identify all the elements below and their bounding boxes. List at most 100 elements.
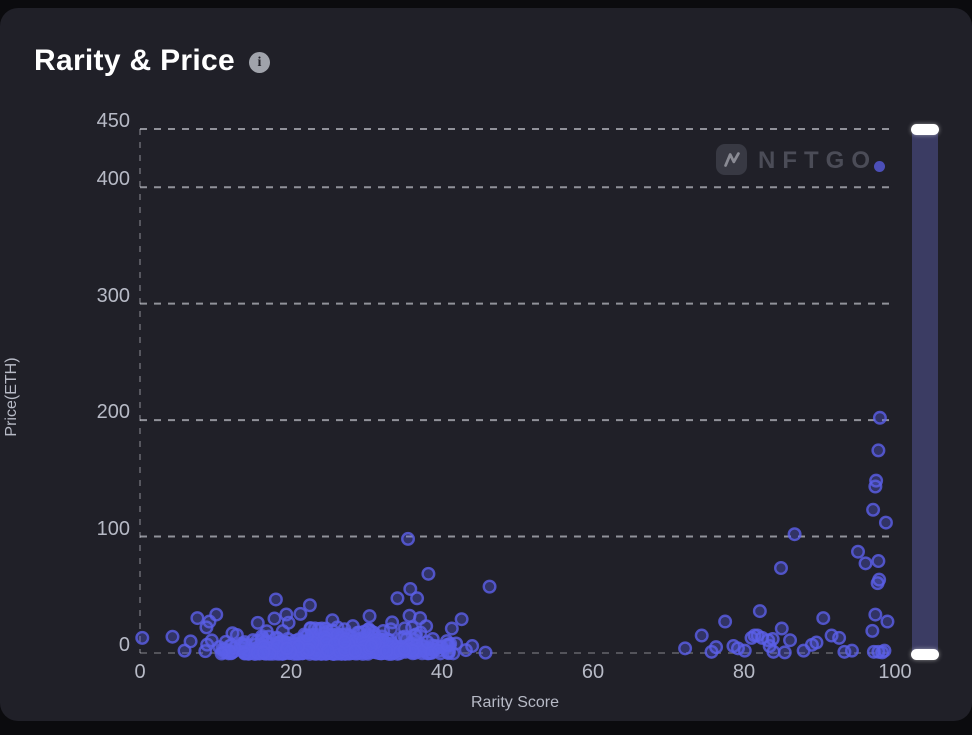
scatter-point bbox=[259, 624, 274, 639]
scatter-point bbox=[420, 635, 435, 650]
scatter-point bbox=[190, 611, 205, 626]
scatter-point bbox=[300, 628, 315, 643]
scatter-point bbox=[200, 637, 215, 652]
scatter-point bbox=[783, 633, 798, 648]
scatter-point bbox=[832, 630, 847, 645]
scatter-point bbox=[267, 611, 282, 626]
scatter-point bbox=[694, 628, 709, 643]
scatter-plot bbox=[135, 128, 895, 661]
scatter-point bbox=[871, 554, 886, 569]
nftgo-brand-text: NFTGO bbox=[758, 147, 877, 174]
scatter-point bbox=[773, 560, 788, 575]
info-icon[interactable]: i bbox=[248, 52, 270, 73]
scatter-point bbox=[337, 635, 352, 650]
scatter-point bbox=[454, 612, 469, 627]
x-tick-label-80: 80 bbox=[732, 661, 756, 683]
scatter-point bbox=[865, 623, 880, 638]
scatter-point bbox=[752, 604, 767, 619]
scatter-point bbox=[787, 527, 802, 542]
scatter-point bbox=[444, 621, 459, 636]
slider-handle-bottom[interactable] bbox=[911, 649, 939, 660]
scatter-point bbox=[218, 634, 233, 649]
nftgo-logo-icon bbox=[716, 144, 747, 175]
scatter-point bbox=[390, 591, 405, 606]
scatter-point bbox=[766, 644, 781, 659]
rarity-price-card: Rarity & Price i NFTGO Price(ETH) Rarity… bbox=[0, 8, 972, 721]
slider-handle-top[interactable] bbox=[911, 124, 939, 135]
scatter-point bbox=[844, 643, 859, 658]
scatter-point bbox=[380, 632, 395, 647]
scatter-point bbox=[478, 645, 493, 660]
scatter-point bbox=[293, 606, 308, 621]
scatter-point bbox=[320, 643, 335, 658]
x-tick-label-60: 60 bbox=[581, 661, 605, 683]
scatter-point bbox=[419, 619, 434, 634]
scatter-point bbox=[880, 614, 895, 629]
scatter-point bbox=[250, 615, 265, 630]
scatter-point bbox=[482, 579, 497, 594]
scatter-point bbox=[851, 544, 866, 559]
scatter-point bbox=[410, 591, 425, 606]
scatter-point bbox=[877, 643, 892, 658]
scatter-point bbox=[279, 641, 294, 656]
scatter-point bbox=[209, 607, 224, 622]
x-tick-label-0: 0 bbox=[134, 661, 146, 683]
scatter-point bbox=[809, 635, 824, 650]
scatter-point bbox=[256, 645, 271, 660]
scatter-point bbox=[281, 615, 296, 630]
y-tick-label-400: 400 bbox=[96, 168, 130, 191]
scatter-point bbox=[325, 613, 340, 628]
scatter-point bbox=[403, 581, 418, 596]
price-range-slider[interactable] bbox=[911, 120, 939, 660]
x-axis-title: Rarity Score bbox=[470, 694, 560, 711]
chart-title: Rarity & Price bbox=[34, 44, 235, 77]
scatter-point bbox=[878, 515, 893, 530]
scatter-point bbox=[872, 572, 887, 587]
slider-track[interactable] bbox=[912, 128, 938, 656]
scatter-point bbox=[816, 611, 831, 626]
scatter-point bbox=[774, 621, 789, 636]
scatter-point bbox=[678, 641, 693, 656]
scatter-point bbox=[440, 637, 455, 652]
y-tick-label-0: 0 bbox=[118, 634, 130, 656]
scatter-point bbox=[135, 630, 150, 645]
scatter-point bbox=[866, 502, 881, 517]
scatter-point bbox=[268, 592, 283, 607]
scatter-point bbox=[465, 639, 480, 654]
y-tick-label-100: 100 bbox=[96, 517, 130, 540]
y-tick-label-200: 200 bbox=[96, 401, 130, 424]
y-tick-label-300: 300 bbox=[96, 284, 130, 307]
scatter-point bbox=[401, 531, 416, 546]
scatter-point bbox=[718, 614, 733, 629]
scatter-point bbox=[214, 646, 229, 661]
scatter-point bbox=[737, 643, 752, 658]
scatter-point bbox=[858, 556, 873, 571]
scatter-point bbox=[868, 607, 883, 622]
scatter-point bbox=[421, 566, 436, 581]
scatter-point bbox=[397, 642, 412, 657]
scatter-point bbox=[394, 630, 409, 645]
nftgo-watermark: NFTGO bbox=[716, 144, 898, 178]
scatter-point bbox=[872, 410, 887, 425]
scatter-point bbox=[777, 645, 792, 660]
x-tick-label-40: 40 bbox=[430, 661, 454, 683]
scatter-point bbox=[165, 629, 180, 644]
scatter-point bbox=[408, 627, 423, 642]
scatter-point bbox=[869, 473, 884, 488]
scatter-point bbox=[345, 619, 360, 634]
scatter-point bbox=[871, 443, 886, 458]
scatter-point bbox=[362, 609, 377, 624]
y-tick-label-450: 450 bbox=[96, 110, 130, 133]
scatter-point bbox=[379, 644, 394, 659]
scatter-point bbox=[364, 639, 379, 654]
scatter-point bbox=[765, 632, 780, 647]
scatter-point bbox=[348, 644, 363, 659]
scatter-point bbox=[709, 640, 724, 655]
card-header: Rarity & Price i bbox=[34, 44, 270, 78]
scatter-point bbox=[183, 634, 198, 649]
scatter-point bbox=[357, 624, 372, 639]
nftgo-logo-dot bbox=[874, 161, 885, 172]
scatter-point bbox=[302, 598, 317, 613]
x-tick-label-100: 100 bbox=[878, 661, 912, 683]
x-tick-label-20: 20 bbox=[279, 661, 303, 683]
